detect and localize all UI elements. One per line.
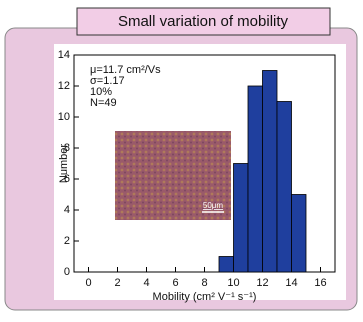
y-tick-label: 4 (64, 204, 70, 216)
y-tick-label: 2 (64, 235, 70, 247)
bar (234, 164, 249, 273)
y-tick-label: 14 (58, 49, 70, 61)
x-tick-label: 6 (172, 277, 178, 289)
x-tick-label: 0 (85, 277, 91, 289)
x-tick-label: 10 (227, 277, 239, 289)
y-tick-label: 0 (64, 266, 70, 278)
page: {"chart_data": {"type": "histogram", "ti… (0, 0, 363, 317)
y-tick-label: 12 (58, 80, 70, 92)
chart-title: Small variation of mobility (118, 13, 289, 30)
x-tick-label: 8 (201, 277, 207, 289)
slide: Small variation of mobility 0 2 4 6 8 10 12 14 0… (0, 0, 363, 317)
x-tick-label: 12 (256, 277, 268, 289)
x-tick-label: 14 (285, 277, 297, 289)
bar (248, 86, 263, 272)
bar (292, 195, 307, 273)
bar (263, 71, 278, 273)
x-axis-label: Mobility (cm² V⁻¹ s⁻¹) (153, 291, 257, 303)
bar (277, 102, 292, 273)
scale-label: 50μm (203, 201, 224, 210)
x-tick-label: 4 (143, 277, 149, 289)
annotation: N=49 (90, 97, 117, 109)
bar (219, 257, 234, 273)
x-tick-label: 2 (114, 277, 120, 289)
y-tick-label: 10 (58, 111, 70, 123)
x-tick-label: 16 (314, 277, 326, 289)
y-axis-label: Number (58, 144, 70, 183)
